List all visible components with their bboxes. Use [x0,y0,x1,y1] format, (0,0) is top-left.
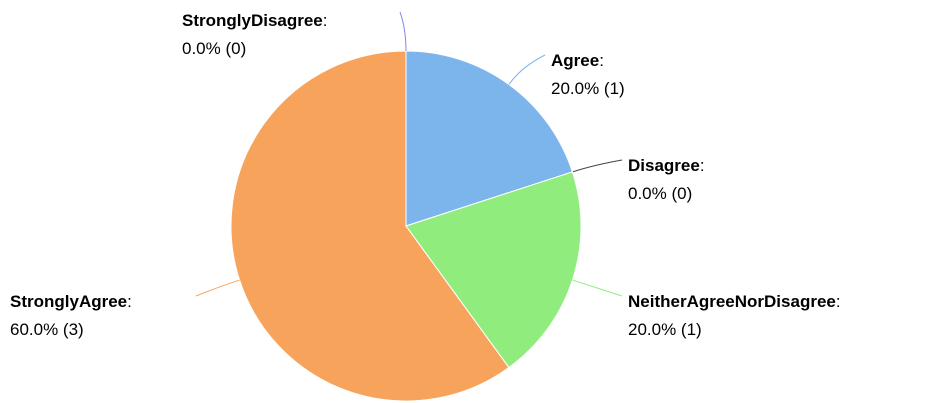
connector [195,279,240,297]
category-name: StronglyDisagree [182,11,323,30]
data-label: Disagree: [628,156,705,175]
connector [399,11,407,52]
value-label: 20.0% (1) [551,79,625,98]
separator: : [599,51,604,70]
separator: : [700,156,705,175]
data-label: StronglyDisagree: [182,11,328,30]
value-label: 60.0% (3) [10,320,84,339]
separator: : [323,11,328,30]
connector [572,279,623,297]
category-name: Disagree [628,156,700,175]
data-label: Agree: [551,51,604,70]
data-label: NeitherAgreeNorDisagree: [628,292,841,311]
separator: : [836,292,841,311]
value-label: 0.0% (0) [628,184,692,203]
value-label: 20.0% (1) [628,320,702,339]
connector [572,159,623,173]
category-name: StronglyAgree [10,292,127,311]
connector [508,54,546,85]
category-name: NeitherAgreeNorDisagree [628,292,836,311]
separator: : [127,292,132,311]
value-label: 0.0% (0) [182,39,246,58]
data-label: StronglyAgree: [10,292,132,311]
pie-slice [405,171,582,369]
category-name: Agree [551,51,599,70]
